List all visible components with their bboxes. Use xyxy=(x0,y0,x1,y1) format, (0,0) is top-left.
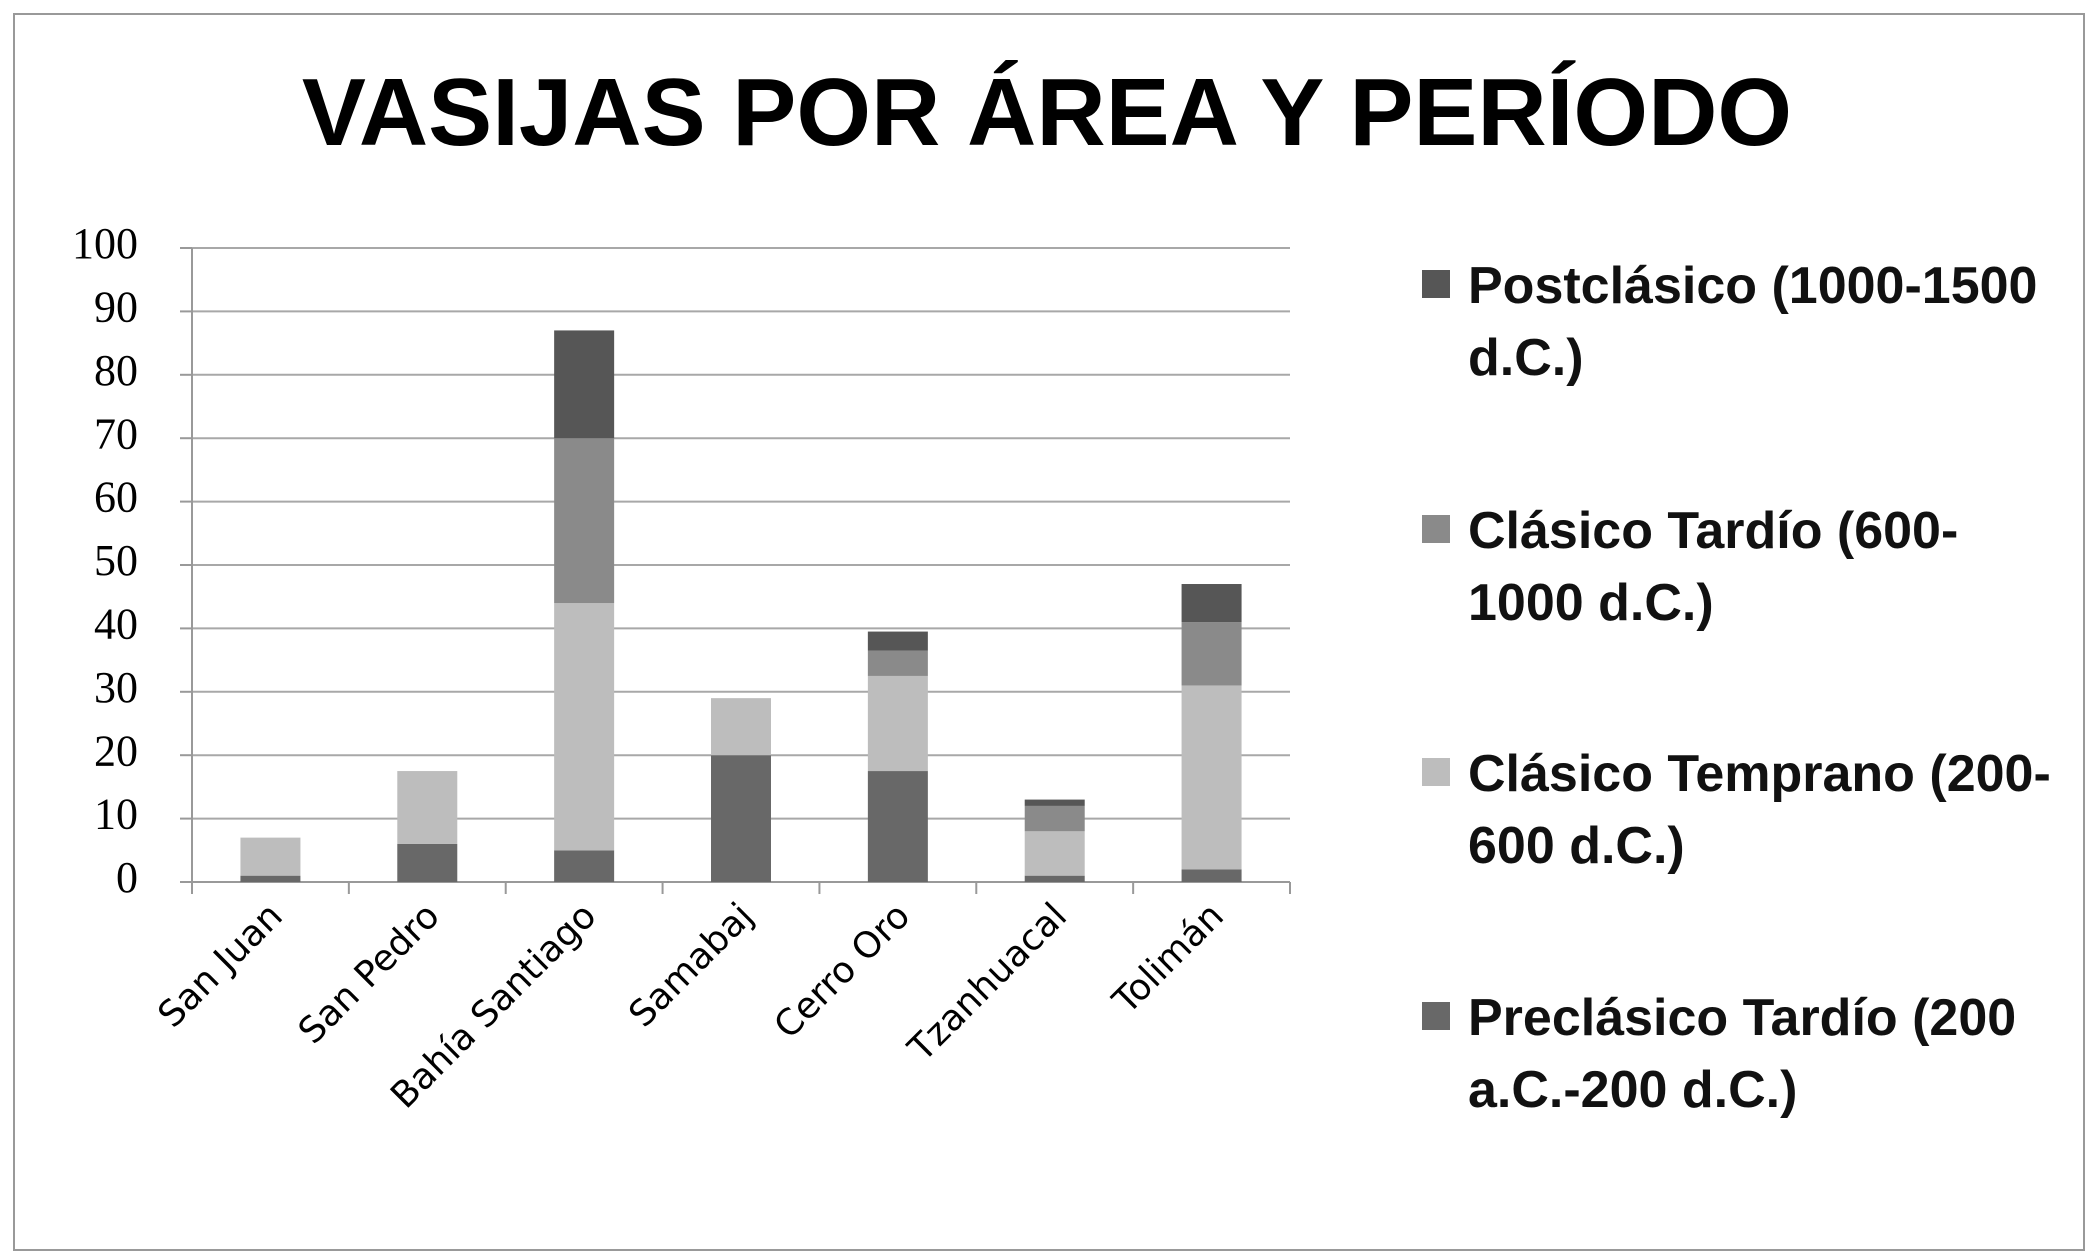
bar-segment xyxy=(1024,805,1085,832)
bar-segment xyxy=(554,438,615,604)
bar-segment xyxy=(397,843,458,882)
y-tick-label: 40 xyxy=(94,599,138,648)
bar-segment xyxy=(867,631,928,651)
legend-label: Clásico Tardío (600-1000 d.C.) xyxy=(1468,502,1959,632)
frame xyxy=(13,13,2085,1251)
y-tick-label: 10 xyxy=(94,790,138,839)
x-tick-label: Tolimán xyxy=(1105,895,1232,1022)
bar-segment xyxy=(240,837,301,876)
bar-segment xyxy=(1181,869,1242,882)
bar-segment xyxy=(867,771,928,882)
bar-segment xyxy=(867,675,928,772)
bar-segment xyxy=(711,698,771,756)
bar-segment xyxy=(554,603,615,851)
bar-segment xyxy=(397,771,458,844)
legend-label: Postclásico (1000-1500 d.C.) xyxy=(1468,257,2038,387)
x-tick-label: Tzanhuacal xyxy=(900,895,1075,1070)
x-tick-label: San Pedro xyxy=(291,895,448,1052)
chart-title: VASIJAS POR ÁREA Y PERÍODO xyxy=(302,59,1792,166)
y-tick-label: 30 xyxy=(94,663,138,712)
y-tick-label: 50 xyxy=(94,536,138,585)
bar-segment xyxy=(554,850,615,882)
legend-swatch xyxy=(1422,515,1450,543)
bar-segment xyxy=(240,875,301,882)
legend-label: Clásico Temprano (200-600 d.C.) xyxy=(1468,745,2051,875)
x-tick-label: Samabaj xyxy=(621,895,761,1035)
bar-segment xyxy=(554,330,615,439)
bar-segment xyxy=(711,755,771,882)
y-tick-label: 80 xyxy=(94,346,138,395)
x-tick-label: San Juan xyxy=(150,895,290,1035)
legend-swatch xyxy=(1422,270,1450,298)
bar-segment xyxy=(1024,799,1085,806)
bar-segment xyxy=(1181,622,1242,686)
legend-swatch xyxy=(1422,1002,1450,1030)
y-tick-label: 70 xyxy=(94,409,138,458)
legend-swatch xyxy=(1422,758,1450,786)
y-tick-label: 100 xyxy=(72,219,138,268)
legend-label: Preclásico Tardío (200 a.C.-200 d.C.) xyxy=(1468,989,2017,1119)
y-tick-label: 0 xyxy=(116,853,138,902)
bar-segment xyxy=(1181,685,1242,870)
y-tick-label: 60 xyxy=(94,473,138,522)
y-tick-label: 20 xyxy=(94,726,138,775)
bar-segment xyxy=(1024,875,1085,882)
y-tick-label: 90 xyxy=(94,282,138,331)
bar-segment xyxy=(867,650,928,676)
x-tick-label: Cerro Oro xyxy=(767,895,919,1047)
bar-segment xyxy=(1024,831,1085,876)
bar-segment xyxy=(1181,584,1242,623)
